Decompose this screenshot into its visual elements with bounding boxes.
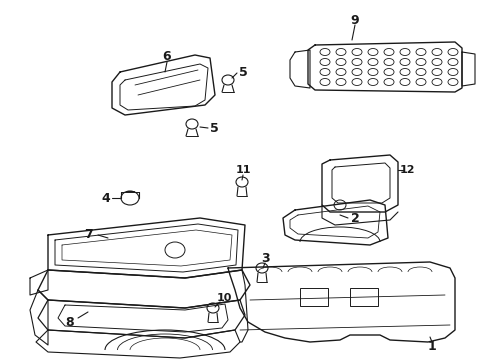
Text: 9: 9 bbox=[351, 13, 359, 27]
Text: 11: 11 bbox=[235, 165, 251, 175]
Text: 4: 4 bbox=[101, 192, 110, 204]
Text: 1: 1 bbox=[428, 341, 437, 354]
Text: 10: 10 bbox=[216, 293, 232, 303]
Text: 12: 12 bbox=[400, 165, 416, 175]
Text: 8: 8 bbox=[66, 315, 74, 328]
Text: 3: 3 bbox=[261, 252, 270, 265]
Text: 5: 5 bbox=[210, 122, 219, 135]
Text: 5: 5 bbox=[239, 66, 247, 78]
Text: 2: 2 bbox=[351, 211, 359, 225]
Bar bbox=[350, 288, 378, 306]
Text: 6: 6 bbox=[163, 50, 172, 63]
Bar bbox=[300, 288, 328, 306]
Text: 7: 7 bbox=[84, 229, 93, 242]
